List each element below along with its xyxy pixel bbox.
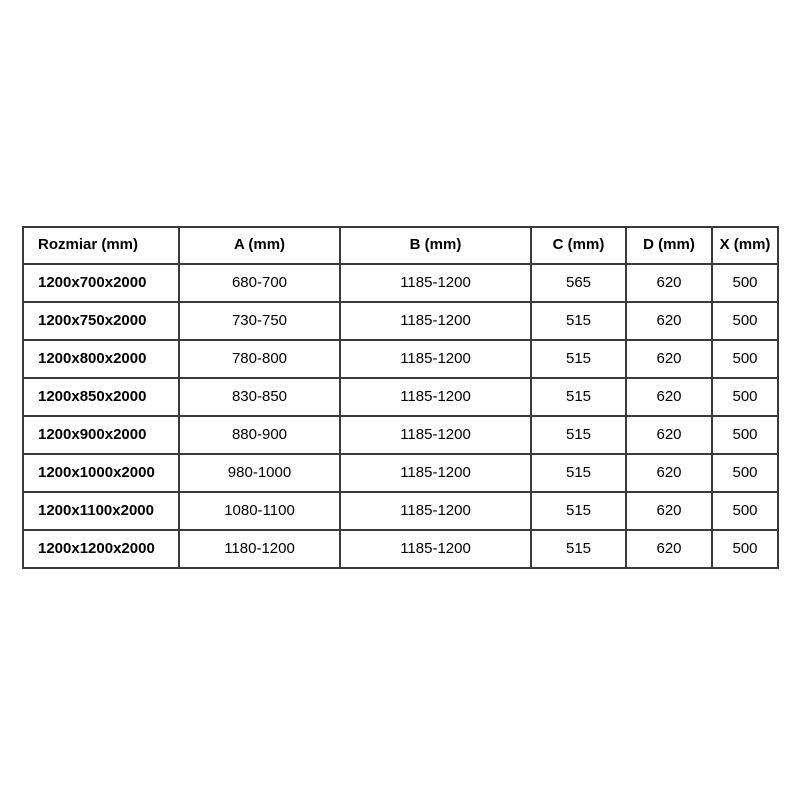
cell-b: 1185-1200 xyxy=(339,529,532,569)
table-row: 1200x1000x2000 980-1000 1185-1200 515 62… xyxy=(22,453,779,493)
column-header-b: B (mm) xyxy=(339,226,532,265)
cell-size: 1200x850x2000 xyxy=(22,377,180,417)
cell-c: 565 xyxy=(530,263,627,303)
cell-a: 830-850 xyxy=(178,377,341,417)
cell-c: 515 xyxy=(530,415,627,455)
cell-c: 515 xyxy=(530,529,627,569)
cell-d: 620 xyxy=(625,377,713,417)
cell-a: 730-750 xyxy=(178,301,341,341)
specification-table-container: Rozmiar (mm) A (mm) B (mm) C (mm) D (mm)… xyxy=(22,226,779,569)
cell-size: 1200x750x2000 xyxy=(22,301,180,341)
cell-b: 1185-1200 xyxy=(339,415,532,455)
cell-c: 515 xyxy=(530,339,627,379)
cell-d: 620 xyxy=(625,529,713,569)
cell-x: 500 xyxy=(711,377,779,417)
cell-size: 1200x900x2000 xyxy=(22,415,180,455)
table-body: 1200x700x2000 680-700 1185-1200 565 620 … xyxy=(22,263,779,569)
cell-d: 620 xyxy=(625,301,713,341)
cell-x: 500 xyxy=(711,415,779,455)
cell-b: 1185-1200 xyxy=(339,377,532,417)
table-header-row: Rozmiar (mm) A (mm) B (mm) C (mm) D (mm)… xyxy=(22,226,779,265)
cell-size: 1200x700x2000 xyxy=(22,263,180,303)
cell-x: 500 xyxy=(711,339,779,379)
specification-table: Rozmiar (mm) A (mm) B (mm) C (mm) D (mm)… xyxy=(22,226,779,569)
table-row: 1200x1200x2000 1180-1200 1185-1200 515 6… xyxy=(22,529,779,569)
cell-d: 620 xyxy=(625,339,713,379)
table-row: 1200x850x2000 830-850 1185-1200 515 620 … xyxy=(22,377,779,417)
column-header-size: Rozmiar (mm) xyxy=(22,226,180,265)
cell-b: 1185-1200 xyxy=(339,339,532,379)
cell-a: 680-700 xyxy=(178,263,341,303)
column-header-d: D (mm) xyxy=(625,226,713,265)
cell-d: 620 xyxy=(625,453,713,493)
column-header-c: C (mm) xyxy=(530,226,627,265)
table-row: 1200x700x2000 680-700 1185-1200 565 620 … xyxy=(22,263,779,303)
cell-d: 620 xyxy=(625,415,713,455)
column-header-a: A (mm) xyxy=(178,226,341,265)
cell-c: 515 xyxy=(530,453,627,493)
cell-a: 1180-1200 xyxy=(178,529,341,569)
cell-x: 500 xyxy=(711,491,779,531)
cell-b: 1185-1200 xyxy=(339,301,532,341)
cell-c: 515 xyxy=(530,301,627,341)
cell-x: 500 xyxy=(711,301,779,341)
cell-b: 1185-1200 xyxy=(339,263,532,303)
cell-c: 515 xyxy=(530,491,627,531)
cell-a: 880-900 xyxy=(178,415,341,455)
table-row: 1200x1100x2000 1080-1100 1185-1200 515 6… xyxy=(22,491,779,531)
cell-b: 1185-1200 xyxy=(339,491,532,531)
cell-size: 1200x1200x2000 xyxy=(22,529,180,569)
cell-x: 500 xyxy=(711,263,779,303)
cell-a: 1080-1100 xyxy=(178,491,341,531)
cell-x: 500 xyxy=(711,453,779,493)
cell-d: 620 xyxy=(625,491,713,531)
cell-size: 1200x1100x2000 xyxy=(22,491,180,531)
cell-x: 500 xyxy=(711,529,779,569)
cell-d: 620 xyxy=(625,263,713,303)
column-header-x: X (mm) xyxy=(711,226,779,265)
cell-c: 515 xyxy=(530,377,627,417)
table-row: 1200x800x2000 780-800 1185-1200 515 620 … xyxy=(22,339,779,379)
cell-a: 980-1000 xyxy=(178,453,341,493)
cell-size: 1200x800x2000 xyxy=(22,339,180,379)
table-header: Rozmiar (mm) A (mm) B (mm) C (mm) D (mm)… xyxy=(22,226,779,265)
table-row: 1200x900x2000 880-900 1185-1200 515 620 … xyxy=(22,415,779,455)
cell-b: 1185-1200 xyxy=(339,453,532,493)
table-row: 1200x750x2000 730-750 1185-1200 515 620 … xyxy=(22,301,779,341)
cell-size: 1200x1000x2000 xyxy=(22,453,180,493)
cell-a: 780-800 xyxy=(178,339,341,379)
